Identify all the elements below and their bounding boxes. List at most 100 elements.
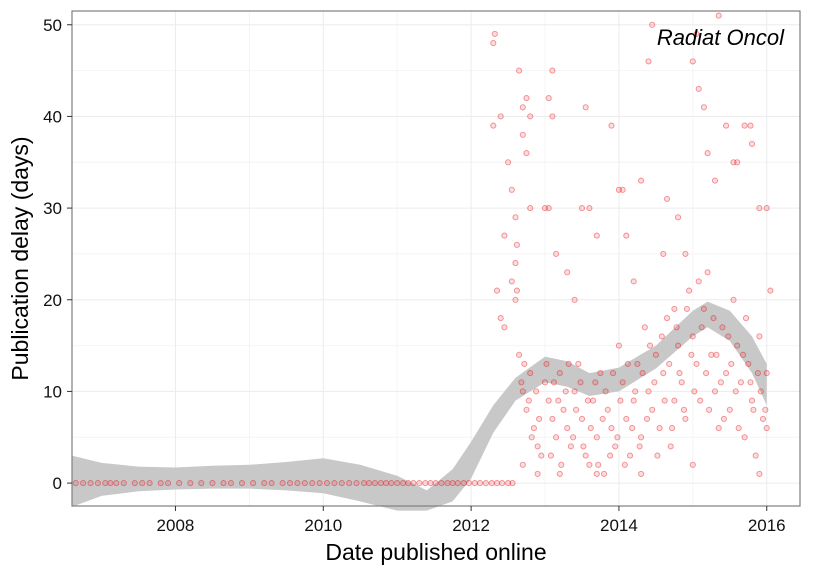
data-point <box>723 370 730 377</box>
x-axis-title: Date published online <box>325 539 546 565</box>
data-point <box>538 452 545 459</box>
data-point <box>286 480 294 487</box>
data-point <box>416 480 423 487</box>
data-point <box>476 480 484 487</box>
data-point <box>523 150 530 157</box>
data-point <box>501 232 508 239</box>
data-point <box>512 214 519 221</box>
minor-gridlines <box>72 11 800 506</box>
data-point <box>754 370 761 377</box>
data-point <box>279 480 286 487</box>
data-point <box>578 205 586 212</box>
data-point <box>693 360 700 367</box>
data-point <box>630 397 637 404</box>
y-tick-label: 0 <box>53 474 62 493</box>
data-point <box>541 379 549 386</box>
data-point <box>582 452 589 459</box>
x-axis-ticks: 2008 2010 2012 2014 2016 <box>157 506 786 535</box>
data-point <box>767 287 774 294</box>
data-point <box>617 397 624 404</box>
data-point <box>636 443 643 450</box>
data-point <box>734 342 741 349</box>
data-point <box>708 351 715 358</box>
data-point <box>497 113 504 120</box>
data-point <box>534 470 541 477</box>
data-point <box>614 434 621 441</box>
data-point <box>634 360 641 367</box>
data-point <box>519 104 526 111</box>
data-point <box>209 480 216 487</box>
data-point <box>113 480 120 487</box>
data-point <box>593 470 600 477</box>
data-point <box>624 360 631 367</box>
data-point <box>623 415 630 422</box>
y-tick-label: 10 <box>43 382 62 401</box>
data-point <box>612 443 619 450</box>
data-point <box>688 351 695 358</box>
data-point <box>711 388 719 395</box>
data-point <box>465 480 472 487</box>
data-point <box>730 296 737 303</box>
data-point <box>593 434 600 441</box>
data-point <box>720 415 727 422</box>
data-point <box>660 250 667 257</box>
data-point <box>582 104 589 111</box>
data-point <box>564 269 571 276</box>
data-point <box>756 333 763 340</box>
data-point <box>639 370 646 377</box>
data-point <box>695 278 702 285</box>
data-point <box>261 480 268 487</box>
data-point <box>454 480 461 487</box>
data-point <box>748 140 756 147</box>
data-point <box>590 397 597 404</box>
data-point <box>663 195 671 202</box>
data-point <box>680 406 688 413</box>
data-point <box>615 186 622 193</box>
data-point <box>139 480 146 487</box>
data-point <box>523 95 530 102</box>
data-point <box>663 315 671 322</box>
data-point <box>649 21 656 28</box>
data-point <box>541 205 549 212</box>
data-point <box>752 452 759 459</box>
data-point <box>165 480 172 487</box>
data-point <box>592 379 599 386</box>
data-point <box>534 443 541 450</box>
data-point <box>719 324 726 331</box>
data-point <box>747 122 754 129</box>
data-point <box>608 122 615 129</box>
data-point <box>667 443 674 450</box>
data-point <box>444 480 451 487</box>
data-point <box>737 379 744 386</box>
data-point <box>556 370 563 377</box>
data-point <box>366 480 373 487</box>
data-point <box>567 443 574 450</box>
data-point <box>410 480 417 487</box>
data-point <box>750 406 757 413</box>
data-point <box>756 470 763 477</box>
data-point <box>673 324 680 331</box>
data-point <box>309 480 316 487</box>
data-point <box>584 397 591 404</box>
data-point <box>571 296 578 303</box>
data-point <box>556 470 563 477</box>
data-point <box>493 287 501 294</box>
data-point <box>704 150 711 157</box>
data-point <box>513 241 520 248</box>
data-point <box>689 58 696 65</box>
data-point <box>587 425 594 432</box>
data-point <box>80 480 87 487</box>
data-point <box>676 370 683 377</box>
data-point <box>689 461 696 468</box>
data-point <box>578 415 586 422</box>
data-point <box>726 406 733 413</box>
data-point <box>626 452 634 459</box>
data-point <box>649 406 656 413</box>
data-point <box>571 388 578 395</box>
data-point <box>703 370 710 377</box>
data-point <box>405 480 412 487</box>
data-point <box>449 480 456 487</box>
data-point <box>497 315 504 322</box>
x-tick-label: 2014 <box>600 516 638 535</box>
data-point <box>689 333 696 340</box>
